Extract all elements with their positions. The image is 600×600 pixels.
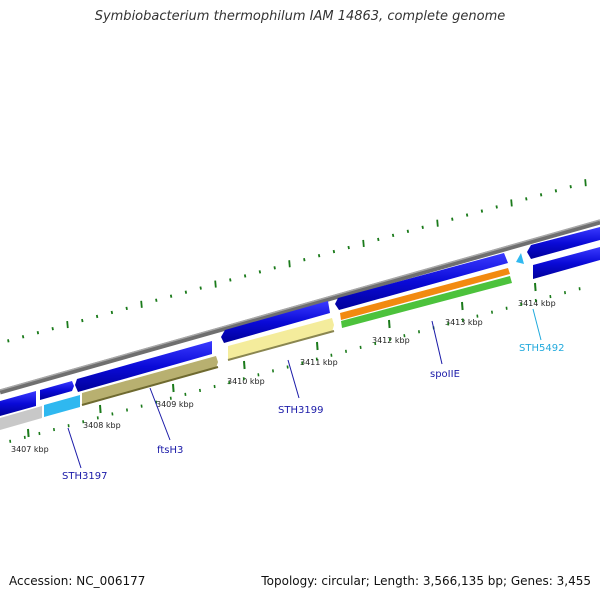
outer-minor-tick [36,331,40,335]
outer-major-tick [214,280,217,288]
scale-tick-label: 3412 kbp [372,336,410,345]
outer-minor-tick [332,249,336,254]
scale-major-tick [243,360,246,370]
outer-minor-tick [95,314,99,319]
outer-minor-tick [406,229,410,233]
scale-tick-label: 3411 kbp [300,358,338,367]
scale-tick-label: 3413 kbp [445,318,483,327]
outer-minor-tick [347,245,350,250]
outer-minor-tick [229,278,232,282]
backbone-highlight [0,219,600,391]
gene-label-leader [287,359,300,399]
scale-major-tick [534,282,537,292]
outer-minor-tick [539,193,543,197]
gene-forward-6[interactable] [527,227,600,259]
outer-minor-tick [125,306,128,311]
gene-forward-5[interactable] [335,253,508,310]
gene-label-ftsH3[interactable]: ftsH3 [157,445,183,456]
outer-major-tick [66,321,69,329]
gene-label-STH5492[interactable]: STH5492 [519,343,564,354]
gene-spoIIE-orange[interactable] [340,268,510,320]
genome-backbone [0,219,600,395]
gene-ftsH3[interactable] [82,356,218,405]
scale-tick-label: 3409 kbp [156,400,194,409]
outer-minor-tick [421,225,424,229]
gene-spoIIE-green[interactable] [341,276,512,328]
outer-minor-tick [243,274,247,278]
outer-minor-tick [317,253,321,258]
outer-major-tick [584,179,587,187]
outer-minor-ticks [7,179,587,343]
outer-minor-tick [377,237,380,242]
scale-tick-label: 3414 kbp [518,299,556,308]
scale-major-tick [316,341,319,351]
outer-minor-tick [495,205,498,209]
gene-grey[interactable] [0,406,42,430]
outer-minor-tick [51,326,54,331]
gene-label-leader [149,387,171,441]
outer-major-tick [436,219,439,227]
scale-tick-label: 3408 kbp [83,421,121,430]
gene-STH3199-edge [227,330,335,361]
scale-tick-label: 3410 kbp [227,377,265,386]
outer-major-tick [288,260,291,268]
outer-minor-tick [525,197,528,201]
outer-minor-tick [169,294,173,298]
gene-forward-2[interactable] [40,381,74,400]
scale-major-tick [27,428,30,438]
outer-minor-tick [480,209,484,213]
gene-label-leader [532,308,542,341]
map-title: Symbiobacterium thermophilum IAM 14863, … [94,9,506,24]
gene-forward-3[interactable] [75,341,212,392]
outer-minor-tick [7,339,10,343]
outer-minor-tick [258,270,262,274]
gene-label-spoIIE[interactable]: spoIIE [430,369,460,380]
gene-forward-4[interactable] [221,301,330,343]
outer-minor-tick [110,310,114,315]
scale-tick-label: 3407 kbp [11,445,49,454]
outer-minor-tick [465,213,469,217]
outer-minor-tick [451,217,454,221]
outer-major-tick [140,300,143,308]
outer-minor-tick [303,258,306,262]
outer-minor-tick [155,298,158,302]
outer-minor-tick [569,185,572,189]
gene-forward-1[interactable] [0,391,36,416]
scale-major-tick [99,404,102,414]
scale-major-tick [172,383,175,393]
outer-minor-tick [81,318,84,323]
gene-STH3199[interactable] [228,318,334,360]
gene-forward-7[interactable] [533,247,600,279]
scale-ticks: 3407 kbp 3408 kbp 3409 kbp 3410 kbp 3411 kbp… [9,282,581,454]
gene-labels: STH3197 ftsH3 STH3199 spoIIE STH5492 [62,308,564,482]
gene-ftsH3-edge [81,366,219,406]
outer-minor-tick [199,286,202,290]
outer-minor-tick [554,189,558,193]
gene-label-STH3197[interactable]: STH3197 [62,471,107,482]
gene-STH5492[interactable] [516,253,524,264]
outer-major-tick [510,199,513,207]
scale-major-tick [388,319,391,329]
gene-label-leader [431,320,443,365]
outer-minor-tick [184,290,188,294]
gene-STH3197[interactable] [44,395,80,417]
topology-info: Topology: circular; Length: 3,566,135 bp… [261,574,591,588]
outer-minor-tick [273,266,276,270]
gene-label-leader [67,427,82,469]
outer-minor-tick [391,233,395,238]
outer-major-tick [362,239,365,248]
outer-minor-tick [21,335,25,339]
gene-label-STH3199[interactable]: STH3199 [278,405,323,416]
scale-major-tick [461,301,464,311]
accession-text: Accession: NC_006177 [9,574,146,588]
